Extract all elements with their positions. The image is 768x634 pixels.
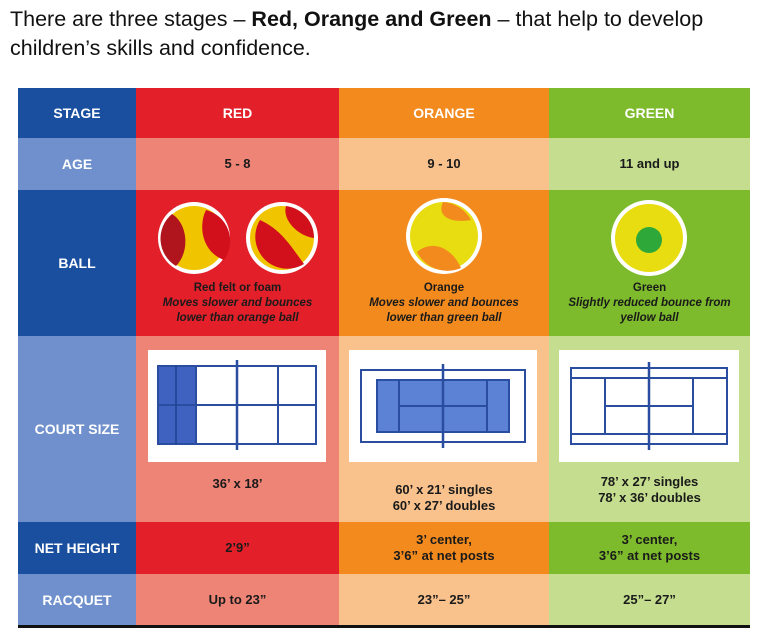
header-stage-label: STAGE (53, 105, 101, 121)
ball-red: Red felt or foam Moves slower and bounce… (136, 190, 339, 336)
green-court-diagram (570, 362, 728, 450)
net-red: 2’9” (136, 522, 339, 574)
court-green-line1: 78’ x 27’ singles (600, 474, 699, 489)
ball-red-name: Red felt or foam (193, 282, 282, 294)
intro-text: There are three stages – Red, Orange and… (10, 5, 750, 63)
net-green-line2: 3’6” at net posts (598, 548, 701, 563)
racquet-green: 25”– 27” (549, 574, 750, 625)
row-label-age: AGE (18, 138, 136, 190)
red-court-diagram (157, 360, 317, 450)
court-red-line1: 36’ x 18’ (212, 476, 263, 491)
header-orange-label: ORANGE (413, 105, 475, 121)
red-ball-foam-icon (246, 202, 318, 274)
racquet-label: RACQUET (42, 591, 112, 608)
ball-orange: Orange Moves slower and bounces lower th… (339, 190, 549, 336)
net-orange-line1: 3’ center, (416, 532, 472, 547)
age-red: 5 - 8 (136, 138, 339, 190)
court-green: 78’ x 27’ singles 78’ x 36’ doubles (549, 336, 750, 522)
racquet-red: Up to 23” (136, 574, 339, 625)
row-label-net-height: NET HEIGHT (18, 522, 136, 574)
age-orange-value: 9 - 10 (427, 156, 461, 171)
header-red-label: RED (222, 105, 253, 121)
net-green-line1: 3’ center, (621, 532, 678, 547)
net-orange-line2: 3’6” at net posts (393, 548, 495, 563)
table-bottom-rule (18, 625, 750, 628)
court-orange: 60’ x 21’ singles 60’ x 27’ doubles (339, 336, 549, 522)
age-green: 11 and up (549, 138, 750, 190)
ball-orange-name: Orange (423, 282, 465, 294)
intro-part1: There are three stages – (10, 7, 252, 31)
ball-green-line2: Slightly reduced bounce from (568, 297, 731, 309)
header-green: GREEN (549, 88, 750, 138)
net-red-line1: 2’9” (225, 540, 250, 555)
racquet-orange-value: 23”– 25” (417, 591, 471, 607)
racquet-green-value: 25”– 27” (623, 591, 676, 607)
court-size-label: COURT SIZE (34, 421, 120, 437)
net-orange: 3’ center, 3’6” at net posts (339, 522, 549, 574)
court-red: 36’ x 18’ (136, 336, 339, 522)
ball-green-line3: yellow ball (620, 312, 679, 324)
ball-green-name: Green (632, 282, 667, 294)
ball-red-line2: Moves slower and bounces (162, 297, 313, 309)
court-green-line2: 78’ x 36’ doubles (598, 490, 701, 505)
green-ball-icon (611, 200, 687, 276)
header-green-label: GREEN (624, 105, 675, 121)
court-orange-line2: 60’ x 27’ doubles (392, 498, 496, 513)
red-balls-icon (158, 202, 318, 274)
ball-orange-line3: lower than green ball (386, 312, 502, 324)
row-label-court-size: COURT SIZE (18, 336, 136, 522)
orange-court-diagram (360, 364, 526, 448)
ball-red-line3: lower than orange ball (176, 312, 299, 324)
orange-ball-icon (406, 198, 482, 274)
header-orange: ORANGE (339, 88, 549, 138)
age-green-value: 11 and up (619, 156, 680, 171)
ball-orange-line2: Moves slower and bounces (369, 297, 519, 309)
intro-part2: – that help to develop children’s skills… (10, 7, 704, 60)
racquet-red-value: Up to 23” (208, 591, 267, 607)
row-label-ball: BALL (18, 190, 136, 336)
header-red: RED (136, 88, 339, 138)
red-ball-felt-icon (158, 202, 231, 274)
court-orange-line1: 60’ x 21’ singles (395, 482, 493, 497)
net-green: 3’ center, 3’6” at net posts (549, 522, 750, 574)
intro-bold: Red, Orange and Green (251, 7, 492, 31)
header-stage: STAGE (18, 88, 136, 138)
age-label: AGE (61, 156, 93, 172)
row-label-racquet: RACQUET (18, 574, 136, 625)
ball-label: BALL (58, 255, 96, 271)
age-red-value: 5 - 8 (224, 156, 251, 171)
ball-green: Green Slightly reduced bounce from yello… (549, 190, 750, 336)
net-height-label: NET HEIGHT (34, 540, 120, 556)
age-orange: 9 - 10 (339, 138, 549, 190)
racquet-orange: 23”– 25” (339, 574, 549, 625)
